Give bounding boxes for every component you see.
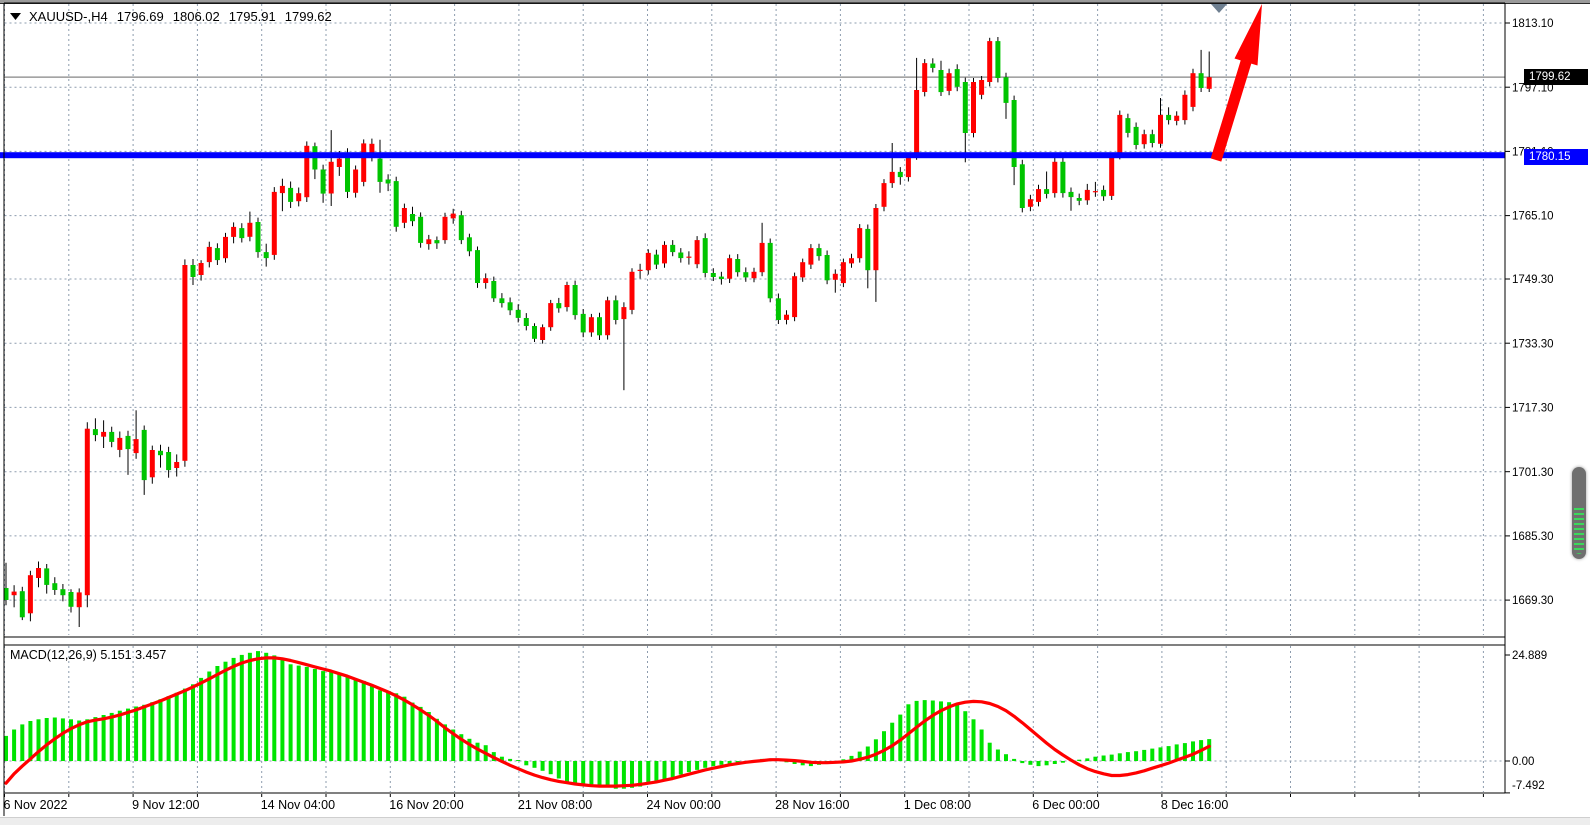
trend-arrow-up[interactable] bbox=[1210, 4, 1262, 162]
macd-axis-label: 0.00 bbox=[1512, 756, 1534, 768]
ohlc-low: 1795.91 bbox=[228, 9, 276, 24]
time-axis-label: 9 Nov 12:00 bbox=[132, 798, 199, 812]
price-axis-label: 1733.30 bbox=[1512, 338, 1554, 350]
macd-signal-value: 3.457 bbox=[135, 648, 167, 662]
scrollbar-thumb[interactable] bbox=[1572, 467, 1586, 559]
macd-axis: 24.889 0.00 -7.492 bbox=[1505, 650, 1547, 794]
macd-name: MACD(12,26,9) bbox=[10, 648, 97, 662]
price-axis-label: 1797.10 bbox=[1512, 82, 1554, 94]
time-axis-label: 6 Dec 00:00 bbox=[1032, 798, 1099, 812]
price-axis-label: 1669.30 bbox=[1512, 595, 1554, 607]
time-axis-label: 24 Nov 00:00 bbox=[647, 798, 721, 812]
window-bottom-strip bbox=[0, 817, 1590, 825]
macd-indicator-label: MACD(12,26,9) 5.151 3.457 bbox=[10, 648, 166, 662]
ohlc-open: 1796.69 bbox=[116, 9, 164, 24]
time-axis-label: 16 Nov 20:00 bbox=[389, 798, 463, 812]
macd-value: 5.151 bbox=[100, 648, 132, 662]
scrollbar-thumb-stripes bbox=[1574, 508, 1584, 554]
symbol-dropdown-icon[interactable] bbox=[9, 12, 22, 21]
chart-header: XAUUSD-,H4 1796.69 1806.02 1795.91 1799.… bbox=[9, 9, 332, 24]
time-axis: 6 Nov 2022 9 Nov 12:00 14 Nov 04:00 16 Nov … bbox=[4, 798, 1229, 812]
symbol-timeframe-title: XAUUSD-,H4 bbox=[29, 9, 108, 24]
macd-signal-line bbox=[4, 656, 1211, 788]
macd-axis-label: -7.492 bbox=[1512, 780, 1545, 792]
price-axis: 1813.101797.101781.101765.101749.301733.… bbox=[1505, 18, 1554, 607]
time-axis-label: 1 Dec 08:00 bbox=[904, 798, 971, 812]
price-gridlines bbox=[4, 22, 1505, 601]
current-price-badge: 1799.62 bbox=[1524, 69, 1588, 85]
price-axis-label: 1717.30 bbox=[1512, 403, 1554, 415]
price-axis-label: 1685.30 bbox=[1512, 531, 1554, 543]
price-axis-label: 1813.10 bbox=[1512, 18, 1554, 30]
time-axis-label: 6 Nov 2022 bbox=[4, 798, 68, 812]
support-level-line[interactable] bbox=[0, 152, 1505, 159]
candlesticks[interactable] bbox=[3, 37, 1212, 627]
macd-axis-label: 24.889 bbox=[1512, 650, 1547, 662]
price-axis-label: 1749.30 bbox=[1512, 274, 1554, 286]
time-axis-label: 14 Nov 04:00 bbox=[261, 798, 335, 812]
price-axis-label: 1765.10 bbox=[1512, 211, 1554, 223]
ohlc-high: 1806.02 bbox=[172, 9, 220, 24]
pane-borders bbox=[3, 2, 1506, 816]
time-axis-label: 8 Dec 16:00 bbox=[1161, 798, 1228, 812]
time-axis-label: 21 Nov 08:00 bbox=[518, 798, 592, 812]
ohlc-close: 1799.62 bbox=[284, 9, 332, 24]
macd-histogram bbox=[4, 651, 1212, 789]
scroll-to-end-marker-icon[interactable] bbox=[1211, 4, 1227, 13]
price-axis-label: 1701.30 bbox=[1512, 467, 1554, 479]
level-price-badge: 1780.15 bbox=[1524, 149, 1588, 165]
time-axis-label: 28 Nov 16:00 bbox=[775, 798, 849, 812]
